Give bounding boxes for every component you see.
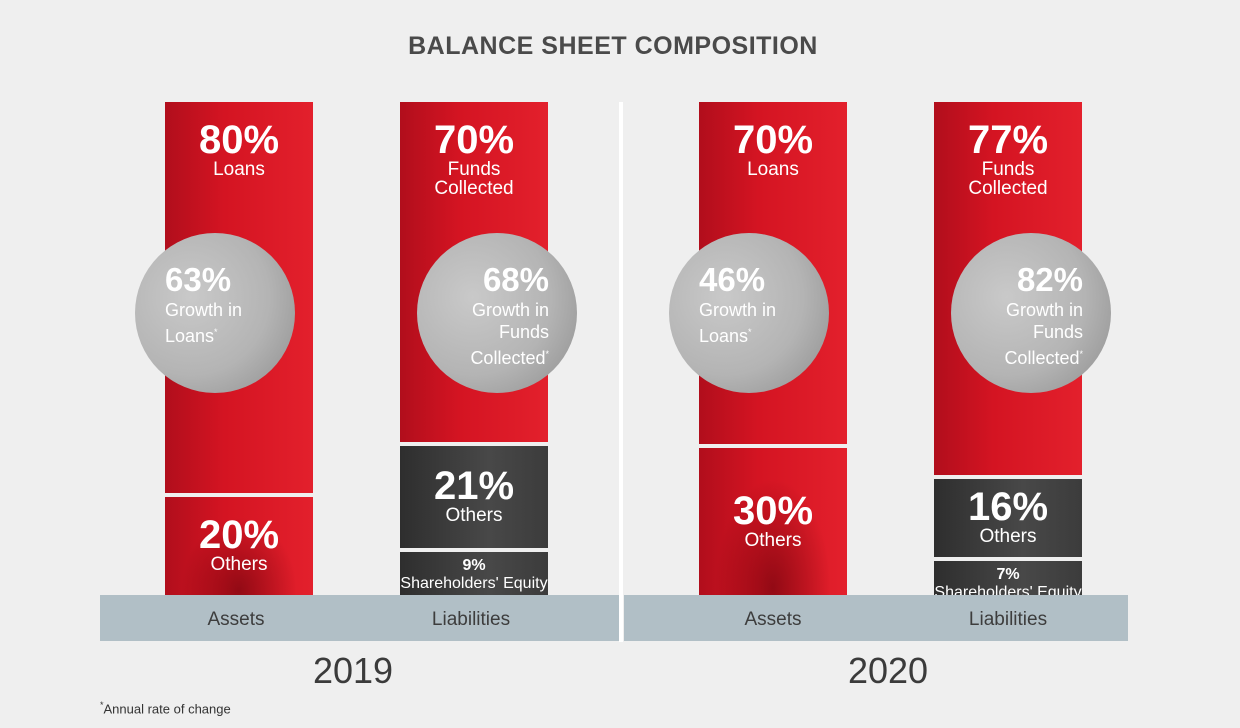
segment-label-2020-liabilities-funds-collected-1: Funds	[981, 159, 1035, 180]
segment-label-2019-liabilities-shareholders-equity: Shareholders' Equity	[400, 575, 548, 592]
growth-label-2020-liabilities: Growth in Funds Collected*	[1004, 299, 1083, 369]
axis-label-assets-2020: Assets	[744, 609, 802, 630]
growth-label-line-2020-liabilities-3: Collected*	[1004, 348, 1083, 368]
chart-title: BALANCE SHEET COMPOSITION	[408, 32, 818, 60]
segment-label-2020-liabilities-funds-collected-2: Collected	[968, 178, 1048, 199]
value-label-2019-liabilities-shareholders-equity: 9%	[462, 557, 486, 574]
year-label-2020: 2020	[847, 650, 929, 691]
growth-label-line-2019-assets-2: Loans*	[165, 326, 218, 346]
growth-label-line-2019-liabilities-1: Growth in	[471, 300, 549, 320]
growth-circle-2019-assets: 63% Growth in Loans*	[135, 233, 295, 393]
segment-label-2019-liabilities-others: Others	[445, 505, 503, 526]
growth-value-2019-liabilities: 68%	[482, 261, 549, 298]
segment-label-2019-assets-others: Others	[210, 554, 268, 575]
growth-label-line-2019-liabilities-3: Collected*	[470, 348, 549, 368]
category-band-2020	[624, 595, 1128, 641]
growth-label-2019-liabilities: Growth in Funds Collected*	[470, 299, 549, 369]
segment-label-2020-liabilities-others: Others	[979, 526, 1037, 547]
bar-segment-2020-liabilities-others: 16% Others	[934, 479, 1082, 557]
bar-segment-2019-liabilities-others: 21% Others	[400, 446, 548, 548]
axis-label-liabilities-2019: Liabilities	[431, 609, 511, 630]
value-label-2019-liabilities-others: 21%	[433, 464, 515, 508]
growth-label-2019-assets: Growth in Loans*	[165, 299, 242, 347]
value-label-2020-liabilities-others: 16%	[967, 485, 1049, 529]
growth-circle-2019-liabilities: 68% Growth in Funds Collected*	[417, 233, 577, 393]
bar-segment-2019-assets-others: 20% Others	[165, 497, 313, 595]
segment-label-2019-assets-loans: Loans	[213, 159, 265, 180]
category-band-2019	[100, 595, 619, 641]
bar-segment-2020-liabilities-shareholders-equity: 7% Shareholders' Equity	[934, 561, 1082, 601]
growth-label-line-2019-assets-1: Growth in	[165, 300, 243, 320]
year-label-2019: 2019	[312, 650, 394, 691]
growth-label-line-2020-liabilities-1: Growth in	[1005, 300, 1083, 320]
segment-label-2020-assets-loans: Loans	[747, 159, 799, 180]
growth-value-2020-liabilities: 82%	[1016, 261, 1083, 298]
value-label-2020-assets-others: 30%	[732, 488, 814, 533]
growth-label-line-2020-liabilities-2: Funds	[1032, 322, 1083, 342]
value-label-2020-assets-loans: 70%	[732, 118, 814, 162]
growth-circle-2020-assets: 46% Growth in Loans*	[669, 233, 829, 393]
segment-label-2019-liabilities-funds-collected-2: Collected	[434, 178, 514, 199]
growth-label-2020-assets: Growth in Loans*	[699, 299, 776, 347]
footnote: *Annual rate of change	[100, 700, 231, 717]
bar-segment-2020-assets-others: 30% Others	[699, 448, 847, 595]
footnote-marker: *	[214, 327, 218, 337]
year-divider	[619, 102, 623, 642]
footnote-marker: *	[748, 327, 752, 337]
value-label-2019-liabilities-funds-collected: 70%	[433, 118, 515, 162]
value-label-2019-assets-loans: 80%	[198, 118, 280, 162]
value-label-2020-liabilities-funds-collected: 77%	[967, 118, 1049, 162]
axis-label-assets-2019: Assets	[207, 609, 265, 630]
axis-label-liabilities-2020: Liabilities	[968, 609, 1048, 630]
growth-label-line-2020-assets-1: Growth in	[699, 300, 777, 320]
growth-label-line-2020-assets-2: Loans*	[699, 326, 752, 346]
value-label-2020-liabilities-shareholders-equity: 7%	[996, 566, 1020, 583]
footnote-marker: *	[1079, 349, 1083, 359]
bar-segment-2019-liabilities-shareholders-equity: 9% Shareholders' Equity	[400, 552, 548, 595]
segment-label-2020-assets-others: Others	[744, 529, 802, 551]
footnote-marker: *	[545, 349, 549, 359]
value-label-2019-assets-others: 20%	[198, 513, 280, 557]
growth-value-2020-assets: 46%	[699, 261, 766, 298]
growth-value-2019-assets: 63%	[165, 261, 232, 298]
growth-circle-2020-liabilities: 82% Growth in Funds Collected*	[951, 233, 1111, 393]
growth-label-line-2019-liabilities-2: Funds	[498, 322, 549, 342]
segment-label-2019-liabilities-funds-collected-1: Funds	[447, 159, 501, 180]
